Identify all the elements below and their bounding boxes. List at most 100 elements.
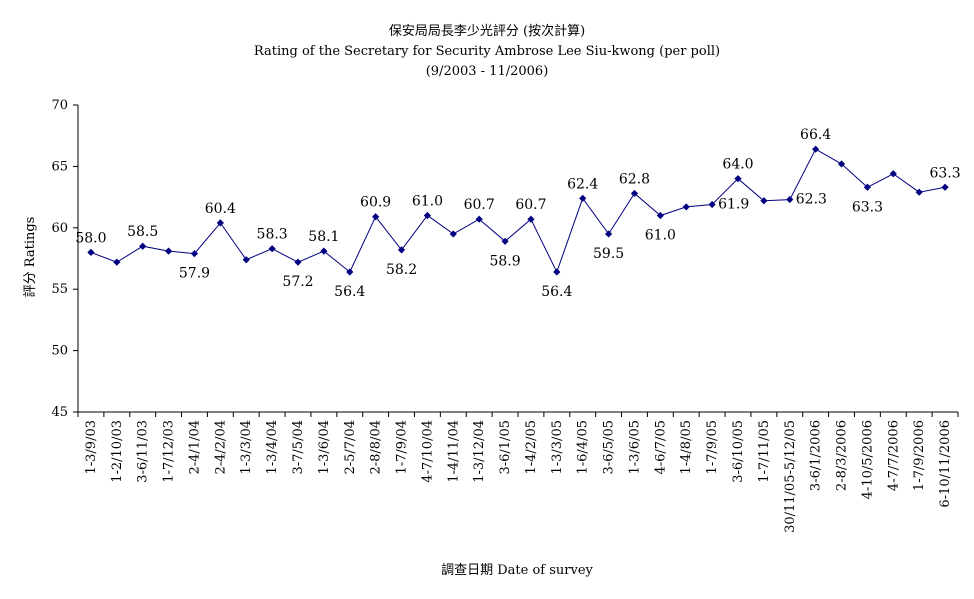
data-label: 60.7 [464, 197, 495, 213]
data-label: 63.3 [852, 199, 883, 215]
x-tick-label: 1-3/6/04 [317, 420, 332, 475]
x-tick-label: 30/11/05-5/12/05 [783, 420, 798, 533]
x-tick-label: 1-7/9/05 [705, 420, 720, 475]
x-ticks: 1-3/9/03 1-2/10/03 3-6/11/03 1-7/12/03 2-4/1… [77, 412, 959, 533]
x-tick-label: 4-7/10/04 [420, 420, 435, 483]
x-tick-label: 1-3/6/05 [627, 420, 642, 475]
data-point [475, 215, 483, 223]
y-ticks: 45 50 55 60 65 70 [51, 98, 78, 420]
series-points [87, 145, 949, 276]
data-label: 63.3 [929, 165, 960, 181]
data-label: 60.7 [515, 197, 546, 213]
x-tick-label: 3-6/11/03 [136, 420, 151, 483]
x-tick-label: 1-3/4/04 [265, 420, 280, 475]
data-point [604, 230, 613, 238]
data-label: 61.9 [718, 196, 749, 212]
x-tick-label: 6-10/11/2006 [938, 420, 953, 508]
y-tick-label: 55 [51, 282, 68, 297]
y-tick-label: 70 [51, 98, 68, 113]
x-tick-label: 4-10/5/2006 [860, 420, 875, 499]
x-tick-label: 1-6/4/05 [576, 420, 591, 475]
data-point [656, 211, 664, 220]
x-tick-label: 3-6/5/05 [602, 420, 617, 475]
data-point [682, 203, 690, 211]
data-point [372, 213, 380, 221]
data-label: 58.9 [489, 253, 520, 269]
data-point [346, 268, 354, 276]
data-point [113, 258, 121, 266]
x-tick-label: 3-6/10/05 [731, 420, 746, 483]
chart-subtitle-period: (9/2003 - 11/2006) [425, 64, 549, 79]
data-point [579, 194, 587, 202]
data-label: 62.4 [567, 176, 598, 192]
x-tick-label: 1-4/2/05 [524, 420, 539, 475]
x-tick-label: 2-4/2/04 [213, 420, 228, 475]
data-label: 56.4 [541, 284, 572, 300]
data-point [527, 215, 535, 223]
data-label: 56.4 [334, 284, 365, 300]
x-tick-label: 1-4/11/04 [446, 420, 461, 483]
data-point [87, 248, 95, 256]
data-point [449, 230, 457, 238]
data-label: 58.3 [257, 227, 288, 243]
data-label: 64.0 [722, 157, 753, 173]
data-point [708, 200, 716, 209]
data-point [812, 145, 820, 153]
data-label: 61.0 [412, 194, 443, 210]
data-point [501, 237, 509, 245]
x-tick-label: 1-3/9/03 [84, 420, 99, 475]
x-tick-label: 1-7/9/04 [395, 420, 410, 475]
x-axis-title: 調查日期 Date of survey [441, 563, 593, 578]
data-point [190, 249, 199, 258]
chart-subtitle: Rating of the Secretary for Security Amb… [253, 44, 721, 59]
x-tick-label: 2-4/1/04 [187, 420, 202, 475]
x-tick-label: 2-5/7/04 [343, 420, 358, 475]
data-label: 57.9 [179, 266, 210, 282]
data-label: 58.5 [127, 224, 158, 240]
series-line [90, 148, 946, 274]
data-point [268, 245, 276, 253]
data-label: 58.2 [386, 262, 417, 278]
data-point [242, 256, 250, 264]
x-tick-label: 3-7/5/04 [291, 420, 306, 475]
data-point [553, 268, 561, 276]
y-tick-label: 60 [51, 221, 68, 236]
x-tick-label: 1-7/12/03 [162, 420, 177, 483]
data-point [760, 197, 768, 205]
data-label: 61.0 [645, 228, 676, 244]
y-tick-label: 50 [51, 344, 68, 359]
data-point [320, 247, 328, 255]
data-point [216, 219, 224, 227]
x-tick-label: 3-6/1/05 [498, 420, 513, 475]
data-point [786, 195, 794, 204]
x-tick-label: 1-4/8/05 [679, 420, 694, 475]
x-tick-label: 2-8/3/2006 [835, 420, 850, 491]
data-point [734, 175, 742, 183]
data-label: 62.3 [796, 192, 827, 208]
data-point [630, 189, 639, 198]
data-point [423, 211, 432, 220]
x-tick-label: 1-3/12/04 [472, 420, 487, 483]
data-label: 62.8 [619, 171, 650, 187]
data-label: 60.4 [205, 201, 236, 217]
data-label: 59.5 [593, 246, 624, 262]
x-tick-label: 1-3/3/05 [550, 420, 565, 475]
x-tick-label: 3-6/1/2006 [809, 420, 824, 491]
data-label: 57.2 [282, 274, 313, 290]
x-tick-label: 2-8/8/04 [369, 420, 384, 475]
data-labels: 58.0 58.5 57.9 60.4 58.3 57.2 58.1 56.4 60.9 58.2… [75, 127, 960, 300]
x-tick-label: 4-6/7/05 [653, 420, 668, 475]
data-label: 60.9 [360, 195, 391, 211]
x-tick-label: 1-3/3/04 [239, 420, 254, 475]
data-point [397, 246, 406, 254]
chart-title: 保安局局長李少光評分 (按次計算) [388, 24, 586, 39]
y-tick-label: 45 [51, 405, 68, 420]
data-label: 66.4 [800, 127, 831, 143]
data-point [889, 170, 897, 178]
x-tick-label: 1-2/10/03 [110, 420, 125, 483]
y-tick-label: 65 [51, 159, 68, 174]
data-point [863, 183, 872, 191]
data-point [941, 183, 949, 191]
chart-titles: 保安局局長李少光評分 (按次計算) Rating of the Secretar… [0, 22, 974, 82]
